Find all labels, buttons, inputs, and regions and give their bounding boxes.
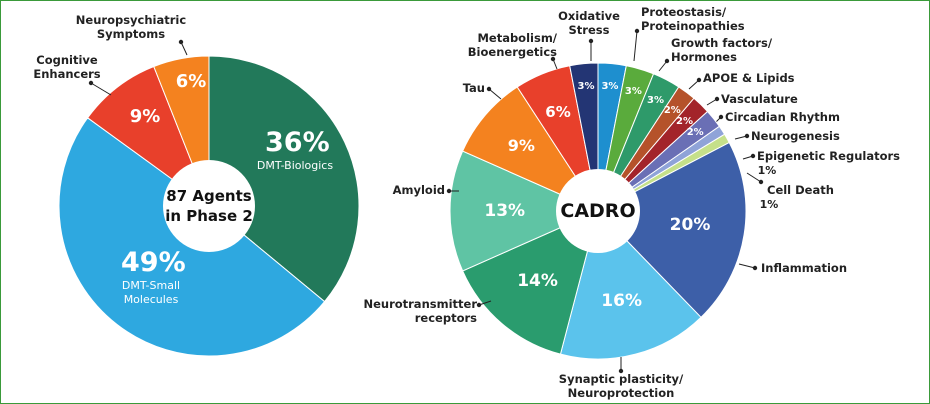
category-label: Cell Death bbox=[767, 183, 834, 197]
value-label: 2% bbox=[686, 127, 704, 139]
category-label: Neurogenesis bbox=[751, 129, 840, 143]
value-label: 3% bbox=[647, 94, 664, 106]
center-hole bbox=[556, 169, 640, 253]
center-hole bbox=[163, 160, 255, 252]
leader-dot bbox=[718, 114, 724, 120]
category-label: Neuropsychiatric Symptoms bbox=[75, 13, 187, 41]
category-label: Tau bbox=[462, 81, 485, 95]
pie-slice bbox=[449, 150, 600, 272]
pie-slice bbox=[462, 210, 599, 355]
category-label: Vasculature bbox=[721, 92, 798, 106]
value-label: 6% bbox=[175, 71, 207, 92]
value-label: 36% bbox=[265, 127, 330, 158]
leader-dot bbox=[486, 86, 492, 92]
value-label: 14% bbox=[517, 271, 558, 292]
leader-dot bbox=[752, 265, 758, 271]
value-label: 6% bbox=[545, 102, 571, 121]
leader-line bbox=[688, 79, 700, 90]
leader-dot bbox=[446, 188, 452, 194]
leader-dot bbox=[664, 58, 670, 64]
leader-dot bbox=[634, 28, 640, 34]
leader-line bbox=[633, 30, 638, 62]
value-label: 13% bbox=[484, 200, 526, 221]
value-label: 3% bbox=[577, 81, 595, 93]
leader-dot bbox=[750, 153, 756, 159]
leader-dot bbox=[618, 368, 624, 374]
leader-line bbox=[90, 82, 112, 96]
category-label: Cognitive Enhancers bbox=[33, 53, 101, 81]
value-label: 1% bbox=[757, 164, 777, 177]
leader-dot bbox=[476, 302, 482, 308]
category-label: DMT-Small Molecules bbox=[121, 279, 181, 306]
category-label: Growth factors/ Hormones bbox=[671, 36, 773, 64]
category-label: Metabolism/ Bioenergetics bbox=[467, 31, 557, 59]
category-label: Neurotransmitter receptors bbox=[363, 297, 477, 325]
leader-dot bbox=[758, 179, 764, 185]
category-label: Synaptic plasticity/ Neuroprotection bbox=[558, 372, 684, 400]
pie-slice bbox=[208, 55, 360, 303]
pie-slice bbox=[597, 141, 747, 319]
leader-dot bbox=[714, 96, 720, 102]
category-label: Epigenetic Regulators bbox=[757, 149, 900, 163]
leader-dot bbox=[550, 56, 556, 62]
value-label: 16% bbox=[601, 290, 642, 311]
value-label: 1% bbox=[759, 198, 779, 211]
leader-dot bbox=[178, 39, 184, 45]
value-label: 3% bbox=[601, 81, 619, 93]
leader-line bbox=[488, 88, 502, 100]
leader-dot bbox=[744, 133, 750, 139]
value-label: 2% bbox=[663, 105, 681, 117]
category-label: APOE & Lipids bbox=[703, 71, 795, 85]
center-label: CADRO bbox=[560, 200, 636, 222]
leader-line bbox=[738, 263, 756, 269]
value-label: 9% bbox=[507, 135, 535, 155]
value-label: 2% bbox=[675, 115, 693, 127]
category-label: Amyloid bbox=[392, 183, 445, 197]
pie-slice bbox=[462, 86, 600, 213]
category-label: DMT-Biologics bbox=[256, 159, 334, 172]
category-label: Proteostasis/ Proteinopathies bbox=[641, 5, 745, 33]
leader-dot bbox=[696, 77, 702, 83]
center-label: 87 Agents in Phase 2 bbox=[165, 187, 253, 225]
pie-slice bbox=[86, 65, 211, 208]
value-label: 9% bbox=[129, 106, 161, 127]
leader-dot bbox=[88, 80, 94, 86]
leader-dot bbox=[588, 38, 594, 44]
leader-line bbox=[746, 172, 762, 183]
value-label: 49% bbox=[121, 247, 186, 278]
category-label: Circadian Rhythm bbox=[725, 110, 840, 124]
category-label: Inflammation bbox=[761, 261, 848, 275]
value-label: 3% bbox=[624, 85, 642, 97]
value-label: 20% bbox=[669, 215, 711, 236]
leader-line bbox=[180, 41, 188, 56]
category-label: Oxidative Stress bbox=[558, 9, 620, 37]
